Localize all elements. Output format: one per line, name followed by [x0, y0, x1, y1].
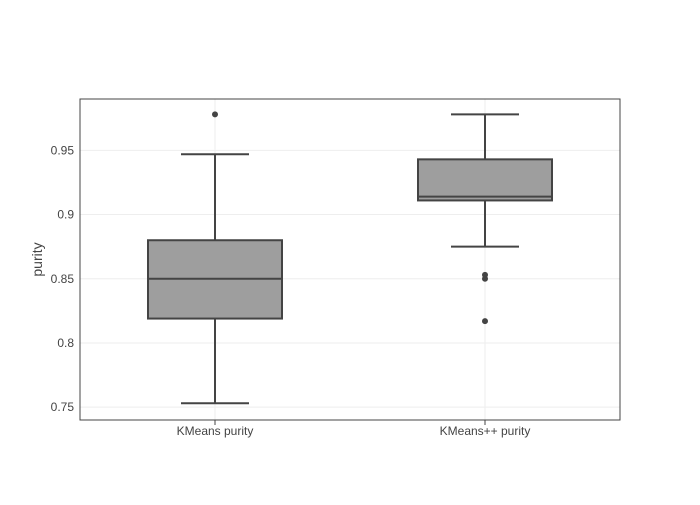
y-tick-label: 0.85	[51, 272, 75, 286]
x-tick-label: KMeans++ purity	[440, 424, 531, 438]
y-tick-label: 0.75	[51, 400, 75, 414]
y-tick-label: 0.9	[57, 208, 74, 222]
box-group	[417, 113, 553, 325]
plot-layer	[147, 111, 553, 405]
box-group	[147, 111, 283, 405]
x-tick-label: KMeans purity	[177, 424, 254, 438]
y-tick-label: 0.95	[51, 143, 75, 157]
x-axis-ticks: KMeans purity KMeans++ purity	[177, 420, 531, 438]
y-tick-label: 0.8	[57, 336, 74, 350]
box-iqr	[417, 158, 553, 202]
y-axis-title: purity	[29, 242, 45, 276]
outlier-point	[482, 318, 488, 325]
outlier-point	[212, 111, 218, 118]
y-axis-ticks: 0.75 0.8 0.85 0.9 0.95	[51, 143, 75, 414]
outlier-point	[482, 275, 488, 282]
plot-frame	[79, 98, 621, 421]
